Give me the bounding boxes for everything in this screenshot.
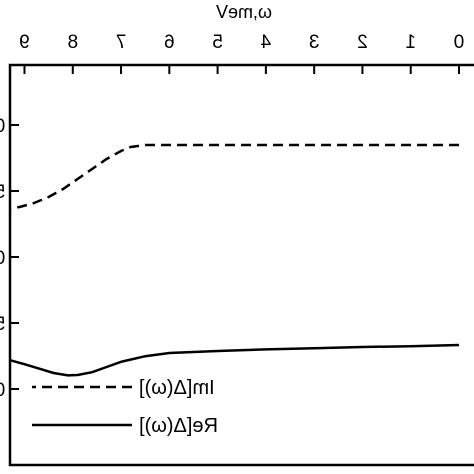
legend-label: Im[Δ(ω)] <box>139 377 215 399</box>
plot-frame <box>8 63 474 467</box>
y-tick-label: 5 <box>0 182 5 203</box>
series-group <box>9 143 460 377</box>
series-re-line <box>9 343 460 377</box>
legend-label: Re[Δ(ω)] <box>139 415 218 437</box>
legend: Im[Δ(ω)] Re[Δ(ω)] <box>32 377 218 437</box>
y-tick-label: 5 <box>0 314 5 335</box>
x-ticks: 0 1 2 3 4 5 6 7 8 9 <box>19 32 464 74</box>
x-axis-title: ω,meV <box>216 2 272 22</box>
x-tick-label: 1 <box>405 32 416 53</box>
y-tick-label: 0 <box>0 248 5 269</box>
x-tick-label: 9 <box>19 32 30 53</box>
x-tick-label: 8 <box>67 32 78 53</box>
series-im-line <box>9 143 459 210</box>
x-tick-label: 7 <box>116 32 127 53</box>
x-tick-label: 0 <box>454 32 465 53</box>
x-tick-label: 2 <box>357 32 368 53</box>
y-ticks: 0 5 0 5 0 <box>0 116 19 401</box>
y-tick-label: 0 <box>0 380 5 401</box>
x-tick-label: 3 <box>309 32 320 53</box>
x-tick-label: 4 <box>260 32 271 53</box>
y-tick-label: 0 <box>0 116 5 137</box>
x-tick-label: 6 <box>164 32 175 53</box>
x-tick-label: 5 <box>212 32 223 53</box>
